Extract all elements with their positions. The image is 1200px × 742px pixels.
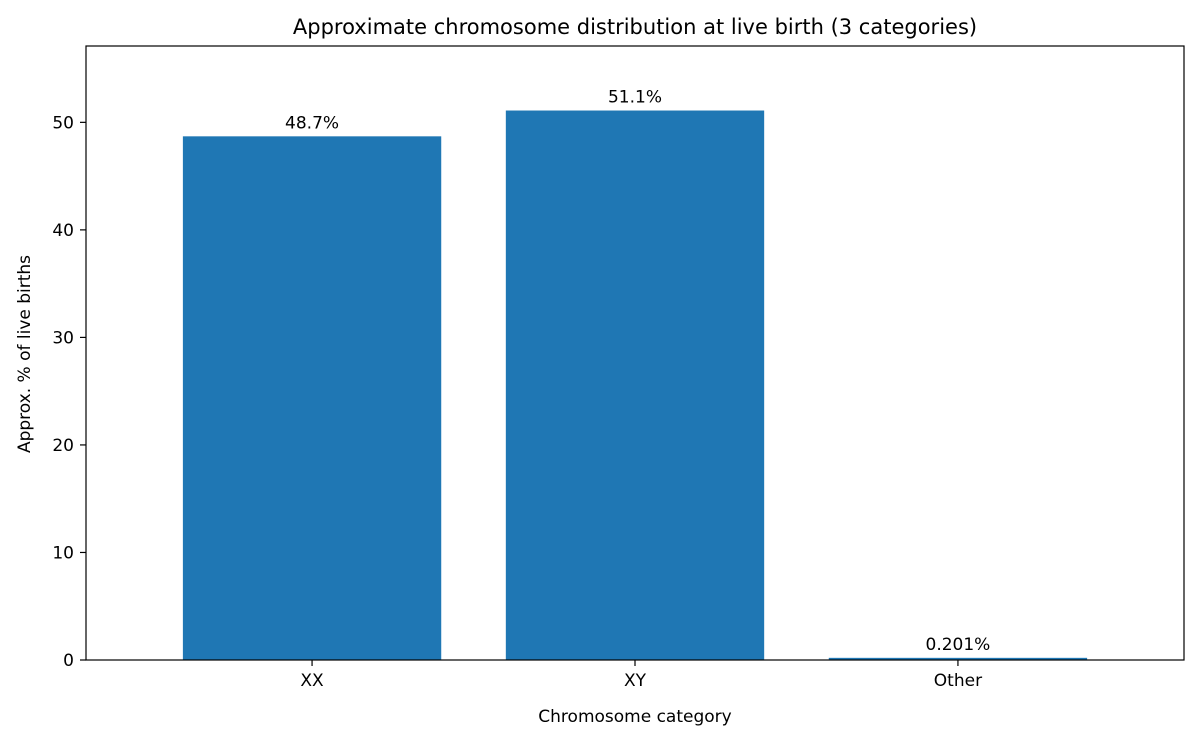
plot-frame	[85, 45, 1185, 661]
data-label-xx: 48.7%	[285, 113, 339, 133]
data-labels-group: 48.7% 51.1% 0.201%	[285, 88, 990, 655]
y-tick-label: 40	[52, 221, 74, 241]
chart-title: Approximate chromosome distribution at l…	[293, 15, 977, 39]
data-label-xy: 51.1%	[608, 88, 662, 108]
x-tick-label-xx: XX	[300, 671, 324, 691]
bar-xx	[182, 136, 442, 660]
data-label-other: 0.201%	[926, 635, 991, 655]
y-axis-label: Approx. % of live births	[15, 255, 35, 453]
x-tick-label-other: Other	[934, 671, 982, 691]
x-tick-label-xy: XY	[624, 671, 647, 691]
y-tick-label: 10	[52, 543, 74, 563]
y-tick-label: 0	[63, 651, 74, 671]
y-tick-label: 20	[52, 436, 74, 456]
y-axis: 0 10 20 30 40 50	[52, 113, 86, 671]
bar-xy	[505, 110, 765, 661]
x-axis-label: Chromosome category	[538, 707, 731, 727]
y-tick-label: 30	[52, 328, 74, 348]
bar-other	[828, 657, 1088, 660]
x-axis: XX XY Other	[300, 660, 982, 691]
y-tick-label: 50	[52, 113, 74, 133]
bars-group	[182, 110, 1088, 661]
